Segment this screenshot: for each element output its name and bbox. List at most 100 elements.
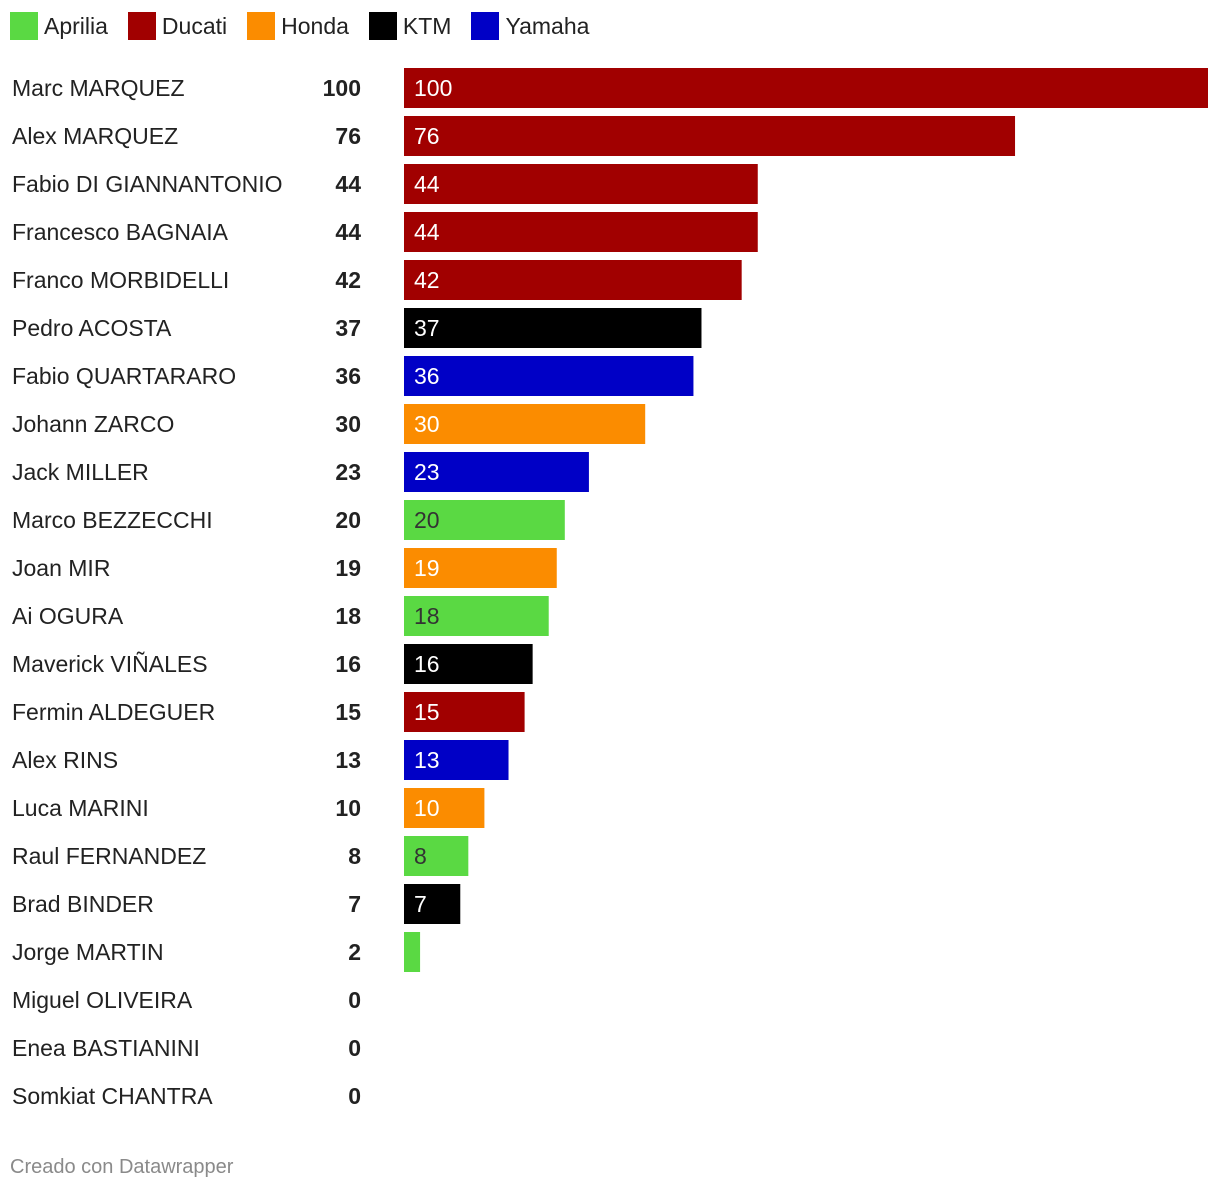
rider-points-value: 44 — [335, 171, 361, 197]
rider-name-label: Joan MIR — [12, 555, 110, 581]
legend-label: Aprilia — [44, 12, 108, 39]
rider-points-value: 36 — [335, 363, 361, 389]
legend-swatch — [10, 12, 38, 40]
bar-row: Somkiat CHANTRA 0 — [12, 1083, 361, 1109]
rider-name-label: Jorge MARTIN — [12, 939, 164, 965]
rider-name-label: Enea BASTIANINI — [12, 1035, 200, 1061]
bar-aprilia — [404, 596, 549, 636]
bar-row: Miguel OLIVEIRA 0 — [12, 987, 361, 1013]
rider-name-label: Pedro ACOSTA — [12, 315, 172, 341]
legend-label: KTM — [402, 12, 452, 39]
bar-data-label: 36 — [414, 363, 440, 389]
bar-aprilia — [404, 932, 421, 972]
bar-data-label: 18 — [414, 603, 440, 629]
rider-name-label: Alex RINS — [12, 747, 118, 773]
rider-points-value: 15 — [335, 699, 361, 725]
bar-row: Luca MARINI 10 10 — [12, 788, 485, 828]
rider-name-label: Fermin ALDEGUER — [12, 699, 215, 725]
bar-data-label: 7 — [414, 891, 427, 917]
rider-points-value: 19 — [335, 555, 361, 581]
rider-name-label: Raul FERNANDEZ — [12, 843, 206, 869]
bar-honda — [404, 548, 557, 588]
bar-data-label: 8 — [414, 843, 427, 869]
bar-row: Ai OGURA 18 18 — [12, 596, 549, 636]
rider-points-value: 76 — [335, 123, 361, 149]
bar-honda — [404, 788, 485, 828]
rider-name-label: Marco BEZZECCHI — [12, 507, 213, 533]
legend-item-ducati: Ducati — [127, 12, 228, 40]
rider-points-value: 42 — [335, 267, 361, 293]
bar-ducati — [404, 164, 758, 204]
bar-data-label: 13 — [414, 747, 440, 773]
bar-aprilia — [404, 500, 565, 540]
bar-row: Maverick VIÑALES 16 16 — [12, 644, 533, 684]
legend-swatch — [471, 12, 500, 40]
rider-name-label: Somkiat CHANTRA — [12, 1083, 213, 1109]
bar-row: Alex RINS 13 13 — [12, 740, 509, 780]
legend-item-ktm: KTM — [368, 12, 452, 40]
legend-item-honda: Honda — [247, 12, 349, 40]
bar-row: Marco BEZZECCHI 20 20 — [12, 500, 565, 540]
legend-label: Yamaha — [505, 12, 590, 39]
rider-points-value: 37 — [335, 315, 361, 341]
rider-points-value: 8 — [348, 843, 361, 869]
bar-row: Fermin ALDEGUER 15 15 — [12, 692, 525, 732]
bar-data-label: 44 — [414, 171, 440, 197]
bar-ktm — [404, 884, 461, 924]
bar-ducati — [404, 692, 525, 732]
rider-name-label: Ai OGURA — [12, 603, 124, 629]
bar-row: Brad BINDER 7 7 — [12, 884, 461, 924]
datawrapper-credit[interactable]: Creado con Datawrapper — [10, 1156, 234, 1178]
legend-item-aprilia: Aprilia — [10, 12, 108, 40]
legend-swatch — [368, 12, 397, 40]
bar-ducati — [404, 68, 1208, 108]
bar-row: Franco MORBIDELLI 42 42 — [12, 260, 742, 300]
rider-name-label: Fabio QUARTARARO — [12, 363, 236, 389]
bar-data-label: 19 — [414, 555, 440, 581]
rider-name-label: Miguel OLIVEIRA — [12, 987, 193, 1013]
bar-data-label: 76 — [414, 123, 440, 149]
bar-row: Marc MARQUEZ 100 100 — [12, 68, 1208, 108]
rider-points-value: 13 — [335, 747, 361, 773]
legend-label: Ducati — [161, 12, 228, 39]
rider-name-label: Alex MARQUEZ — [12, 123, 178, 149]
rider-points-value: 100 — [323, 75, 361, 101]
legend-label: Honda — [281, 12, 349, 39]
bar-row: Johann ZARCO 30 30 — [12, 404, 646, 444]
bar-honda — [404, 404, 646, 444]
rider-name-label: Luca MARINI — [12, 795, 149, 821]
bar-yamaha — [404, 356, 694, 396]
bar-row: Raul FERNANDEZ 8 8 — [12, 836, 469, 876]
rider-name-label: Marc MARQUEZ — [12, 75, 185, 101]
bar-data-label: 100 — [414, 75, 452, 101]
bar-data-label: 42 — [414, 267, 440, 293]
bar-data-label: 16 — [414, 651, 440, 677]
rider-name-label: Francesco BAGNAIA — [12, 219, 229, 245]
bar-data-label: 15 — [414, 699, 440, 725]
legend-swatch — [127, 12, 156, 40]
rider-points-value: 10 — [335, 795, 361, 821]
bar-data-label: 30 — [414, 411, 440, 437]
bar-row: Francesco BAGNAIA 44 44 — [12, 212, 758, 252]
bar-row: Fabio DI GIANNANTONIO 44 44 — [12, 164, 758, 204]
rider-points-value: 23 — [335, 459, 361, 485]
bar-row: Fabio QUARTARARO 36 36 — [12, 356, 694, 396]
rider-points-value: 20 — [335, 507, 361, 533]
rider-points-value: 0 — [348, 1035, 361, 1061]
bar-row: Jorge MARTIN 2 — [12, 932, 421, 972]
bar-aprilia — [404, 836, 469, 876]
rider-name-label: Jack MILLER — [12, 459, 149, 485]
bar-row: Pedro ACOSTA 37 37 — [12, 308, 702, 348]
rider-name-label: Maverick VIÑALES — [12, 651, 208, 677]
rider-name-label: Johann ZARCO — [12, 411, 174, 437]
bar-ducati — [404, 116, 1016, 156]
rider-points-value: 16 — [335, 651, 361, 677]
legend-swatch — [247, 12, 276, 40]
bar-row: Joan MIR 19 19 — [12, 548, 557, 588]
bar-ktm — [404, 644, 533, 684]
bar-yamaha — [404, 452, 589, 492]
bar-row: Jack MILLER 23 23 — [12, 452, 589, 492]
rider-points-value: 18 — [335, 603, 361, 629]
bar-data-label: 23 — [414, 459, 440, 485]
